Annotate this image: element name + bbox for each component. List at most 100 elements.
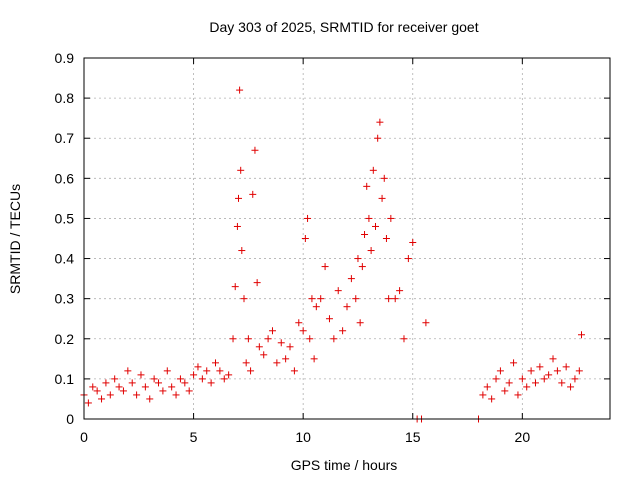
data-point <box>273 359 281 367</box>
data-point <box>176 375 184 383</box>
chart-title: Day 303 of 2025, SRMTID for receiver goe… <box>209 19 478 35</box>
data-point <box>295 319 303 327</box>
data-point <box>93 387 101 395</box>
data-point <box>575 367 583 375</box>
data-point <box>155 379 163 387</box>
data-point <box>185 387 193 395</box>
y-tick-label: 0.4 <box>55 251 75 267</box>
data-point <box>571 375 579 383</box>
data-point <box>244 335 252 343</box>
data-point <box>240 295 248 303</box>
data-point <box>299 327 307 335</box>
data-point <box>354 255 362 263</box>
data-point <box>236 86 244 94</box>
data-point <box>137 371 145 379</box>
data-points <box>80 86 586 423</box>
y-axis-ticks: 0 0.1 0.2 0.3 0.4 0.5 0.6 0.7 0.8 0.9 <box>55 50 610 427</box>
y-tick-label: 0.8 <box>55 90 75 106</box>
data-point <box>181 379 189 387</box>
data-point <box>282 355 290 363</box>
x-tick-label: 5 <box>190 429 198 445</box>
data-point <box>124 367 132 375</box>
data-point <box>260 351 268 359</box>
data-point <box>301 235 309 242</box>
data-point <box>128 379 136 387</box>
data-point <box>106 391 114 399</box>
data-point <box>545 371 553 379</box>
data-point <box>422 319 430 327</box>
data-point <box>207 379 215 387</box>
data-point <box>396 287 404 295</box>
data-point <box>334 287 342 295</box>
data-point <box>225 371 233 379</box>
data-point <box>247 367 255 375</box>
x-tick-label: 20 <box>515 429 531 445</box>
data-point <box>304 214 312 222</box>
data-point <box>356 319 364 327</box>
data-point <box>492 375 500 383</box>
data-point <box>578 331 586 339</box>
x-tick-label: 10 <box>295 429 311 445</box>
data-point <box>496 367 504 375</box>
data-point <box>325 315 333 323</box>
data-point <box>308 295 316 303</box>
data-point <box>531 379 539 387</box>
data-point <box>310 355 318 363</box>
data-point <box>290 367 298 375</box>
data-point <box>159 387 167 395</box>
data-point <box>235 194 243 202</box>
data-point <box>119 387 127 395</box>
data-point <box>168 383 176 391</box>
data-point <box>371 222 379 230</box>
data-point <box>365 214 373 222</box>
data-point <box>238 247 246 255</box>
data-point <box>330 335 338 343</box>
data-point <box>376 118 384 126</box>
data-point <box>343 303 351 311</box>
data-point <box>380 174 388 182</box>
data-point <box>562 363 570 371</box>
x-tick-label: 15 <box>405 429 421 445</box>
y-tick-label: 0.1 <box>55 371 75 387</box>
data-point <box>251 146 259 154</box>
data-point <box>141 383 149 391</box>
y-tick-label: 0.3 <box>55 291 75 307</box>
data-point <box>102 379 110 387</box>
data-point <box>518 375 526 383</box>
x-axis-label: GPS time / hours <box>291 457 398 473</box>
data-point <box>369 166 377 174</box>
data-point <box>150 375 158 383</box>
data-point <box>233 222 241 230</box>
data-point <box>378 194 386 202</box>
data-point <box>404 255 412 263</box>
data-point <box>237 166 245 174</box>
y-tick-label: 0.5 <box>55 210 75 226</box>
data-point <box>194 363 202 371</box>
data-point <box>212 359 219 367</box>
data-point <box>488 395 496 403</box>
data-point <box>306 335 314 343</box>
data-point <box>321 263 329 271</box>
data-point <box>220 375 228 383</box>
data-point <box>115 383 123 391</box>
data-point <box>479 391 487 399</box>
y-tick-label: 0.2 <box>55 331 75 347</box>
data-point <box>242 359 250 367</box>
data-point <box>146 395 154 403</box>
data-point <box>352 295 360 303</box>
y-axis-label: SRMTID / TECUs <box>7 184 23 294</box>
data-point <box>400 335 408 343</box>
data-point <box>268 327 276 335</box>
data-point <box>339 327 347 335</box>
data-point <box>312 303 320 311</box>
data-point <box>133 391 141 399</box>
data-point <box>385 295 393 303</box>
data-point <box>229 335 237 343</box>
data-point <box>367 247 375 255</box>
data-point <box>514 391 522 399</box>
data-point <box>198 375 206 383</box>
y-tick-label: 0.6 <box>55 170 75 186</box>
grid-lines <box>84 58 610 419</box>
y-tick-label: 0 <box>66 411 74 427</box>
